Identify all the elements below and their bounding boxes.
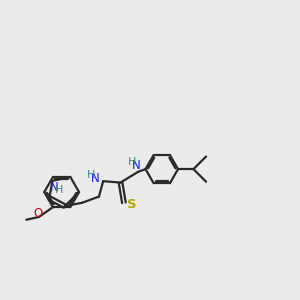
Text: N: N (91, 172, 100, 185)
Text: H: H (128, 158, 136, 167)
Text: H: H (87, 170, 96, 180)
Text: S: S (127, 198, 136, 211)
Text: N: N (50, 181, 58, 194)
Text: N: N (132, 159, 141, 172)
Text: O: O (33, 207, 42, 220)
Text: H: H (54, 185, 63, 195)
